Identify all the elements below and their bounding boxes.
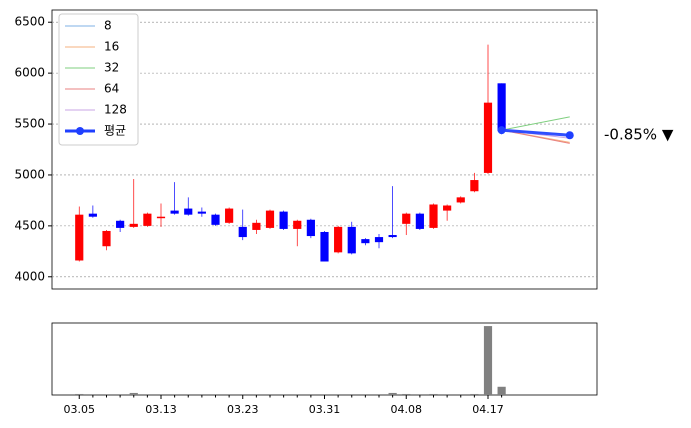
candle-body	[402, 213, 411, 224]
y-tick-label: 5500	[14, 117, 45, 131]
candle-body	[88, 213, 97, 217]
projection-marker	[497, 126, 506, 135]
volume-bar	[402, 393, 411, 395]
candle-body	[170, 210, 179, 214]
candle-body	[415, 213, 424, 229]
candle-body	[252, 222, 261, 230]
candle-body	[211, 214, 220, 225]
candle-body	[483, 102, 493, 173]
volume-bar	[497, 386, 506, 395]
x-tick-label: 03.05	[64, 403, 96, 416]
candle-body	[361, 239, 370, 244]
legend-label: 평균	[104, 124, 126, 138]
candle-body	[238, 226, 247, 238]
x-tick-label: 04.17	[472, 403, 504, 416]
candle-body	[279, 211, 288, 229]
candle-body	[75, 214, 84, 261]
y-tick-label: 5000	[14, 167, 45, 181]
candle-body	[306, 219, 315, 237]
y-tick-label: 4000	[14, 269, 45, 283]
candle-body	[443, 205, 452, 211]
volume-bar	[429, 393, 438, 395]
legend-label: 8	[104, 19, 112, 33]
x-tick-label: 03.31	[309, 403, 341, 416]
legend-label: 64	[104, 82, 119, 96]
legend-marker	[76, 127, 84, 135]
y-tick-label: 4500	[14, 218, 45, 232]
legend-label: 16	[104, 40, 119, 54]
x-tick-label: 03.23	[227, 403, 259, 416]
candle-body	[388, 235, 397, 238]
candle-body	[143, 213, 152, 226]
candle-body	[334, 226, 343, 253]
annotation: -0.85% ▼	[604, 126, 674, 144]
candle-body	[456, 197, 465, 203]
volume-bar	[388, 392, 397, 395]
main-frame	[51, 9, 598, 290]
x-tick-label: 03.13	[145, 403, 177, 416]
volume-bar	[75, 393, 84, 395]
candle-body	[347, 226, 356, 254]
projection-marker	[565, 131, 574, 140]
candle-body	[225, 208, 234, 223]
candle-body	[293, 220, 302, 229]
candle-body	[497, 83, 506, 132]
x-tick-label: 04.08	[391, 403, 423, 416]
volume-frame	[51, 322, 598, 396]
projection-line	[501, 116, 570, 131]
candle-body	[265, 210, 275, 228]
volume-bar	[470, 393, 479, 395]
candle-body	[156, 216, 166, 219]
legend-label: 128	[104, 103, 127, 117]
volume-bar	[129, 392, 138, 395]
legend-box	[58, 13, 139, 146]
candle-body	[374, 237, 384, 243]
candle-body	[197, 211, 206, 214]
candle-body	[320, 231, 329, 262]
candle-body	[470, 180, 479, 192]
candle-body	[429, 204, 438, 228]
volume-bar	[483, 326, 493, 395]
candle-body	[184, 208, 193, 215]
candle-body	[129, 223, 138, 227]
y-tick-label: 6500	[14, 15, 45, 29]
y-tick-label: 6000	[14, 66, 45, 80]
candle-body	[102, 230, 111, 247]
candle-body	[116, 220, 125, 228]
projection-line	[501, 128, 570, 137]
legend-label: 32	[104, 61, 119, 75]
